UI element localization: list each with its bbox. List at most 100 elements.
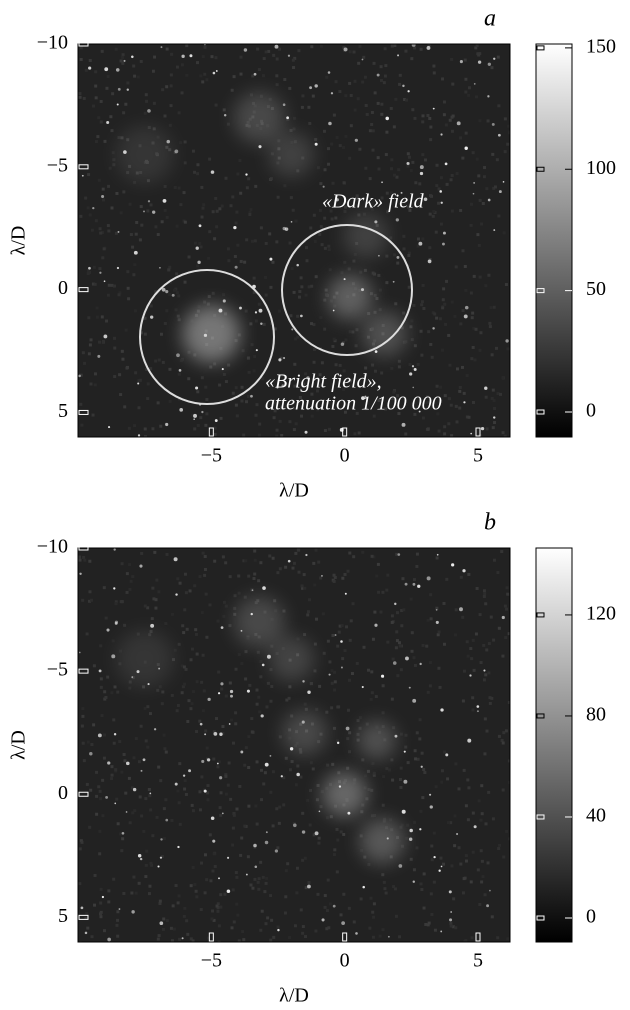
noise bbox=[233, 594, 237, 598]
noise bbox=[236, 243, 240, 247]
speckle bbox=[489, 889, 491, 892]
speckle bbox=[213, 731, 218, 736]
noise bbox=[482, 678, 486, 682]
noise bbox=[112, 741, 116, 745]
noise bbox=[210, 55, 214, 59]
noise bbox=[386, 640, 390, 644]
noise bbox=[154, 290, 158, 294]
noise bbox=[503, 434, 507, 437]
noise bbox=[434, 785, 438, 789]
noise bbox=[263, 890, 267, 894]
speckle bbox=[444, 162, 448, 166]
noise bbox=[264, 293, 268, 297]
speckle bbox=[220, 626, 224, 629]
noise bbox=[398, 935, 402, 939]
noise bbox=[487, 790, 491, 794]
noise bbox=[78, 847, 82, 851]
noise bbox=[303, 856, 307, 860]
noise bbox=[402, 247, 406, 251]
noise bbox=[428, 661, 432, 665]
noise bbox=[110, 129, 114, 133]
noise bbox=[470, 657, 474, 661]
noise bbox=[83, 361, 87, 365]
noise bbox=[259, 860, 263, 864]
noise bbox=[448, 118, 452, 122]
noise bbox=[305, 259, 309, 263]
noise bbox=[260, 909, 264, 913]
noise bbox=[460, 365, 464, 369]
noise bbox=[370, 814, 374, 818]
speckle bbox=[125, 811, 128, 813]
noise bbox=[432, 64, 436, 68]
x-tick bbox=[208, 427, 214, 437]
noise bbox=[397, 365, 401, 369]
noise bbox=[450, 300, 454, 304]
speckle bbox=[304, 430, 308, 434]
noise bbox=[230, 926, 234, 930]
noise bbox=[471, 400, 475, 404]
noise bbox=[249, 322, 253, 326]
noise bbox=[190, 803, 194, 807]
noise bbox=[378, 308, 382, 312]
noise bbox=[88, 343, 92, 347]
noise bbox=[377, 398, 381, 402]
noise bbox=[100, 231, 104, 235]
speckle bbox=[397, 553, 401, 556]
noise bbox=[367, 787, 371, 791]
noise bbox=[257, 877, 261, 881]
noise bbox=[342, 369, 346, 373]
noise bbox=[490, 353, 494, 357]
noise bbox=[261, 875, 265, 879]
speckle bbox=[401, 809, 406, 814]
noise bbox=[415, 552, 419, 556]
noise bbox=[312, 833, 316, 837]
noise bbox=[226, 247, 230, 251]
noise bbox=[99, 915, 103, 919]
noise bbox=[470, 357, 474, 361]
noise bbox=[399, 766, 403, 770]
noise bbox=[428, 257, 432, 261]
noise bbox=[133, 263, 137, 267]
noise bbox=[390, 366, 394, 370]
noise bbox=[483, 592, 487, 596]
noise bbox=[145, 99, 149, 103]
noise bbox=[86, 206, 90, 210]
noise bbox=[226, 122, 230, 126]
speckle bbox=[302, 680, 305, 683]
speckle bbox=[374, 623, 378, 627]
noise bbox=[323, 246, 327, 250]
noise bbox=[271, 770, 275, 774]
speckle bbox=[165, 818, 169, 822]
noise bbox=[231, 391, 235, 395]
speckle bbox=[84, 931, 88, 935]
noise bbox=[437, 187, 441, 191]
noise bbox=[256, 880, 260, 884]
noise bbox=[480, 222, 484, 226]
noise bbox=[292, 116, 296, 120]
noise bbox=[177, 294, 181, 298]
noise bbox=[377, 167, 381, 171]
noise bbox=[116, 934, 120, 938]
noise bbox=[462, 669, 466, 673]
speckle bbox=[290, 220, 293, 223]
speckle bbox=[218, 308, 223, 313]
noise bbox=[212, 730, 216, 734]
noise bbox=[100, 714, 104, 718]
noise bbox=[506, 937, 510, 941]
noise bbox=[135, 220, 139, 224]
noise bbox=[371, 637, 375, 641]
noise bbox=[430, 858, 434, 862]
noise bbox=[99, 120, 103, 124]
noise bbox=[206, 791, 210, 795]
noise bbox=[259, 928, 263, 932]
noise bbox=[343, 209, 347, 213]
speckle bbox=[332, 904, 336, 908]
noise bbox=[467, 572, 471, 576]
noise bbox=[88, 559, 92, 563]
noise bbox=[208, 603, 212, 607]
noise bbox=[449, 924, 453, 928]
noise bbox=[121, 837, 125, 841]
noise bbox=[240, 836, 244, 840]
noise bbox=[294, 551, 298, 555]
